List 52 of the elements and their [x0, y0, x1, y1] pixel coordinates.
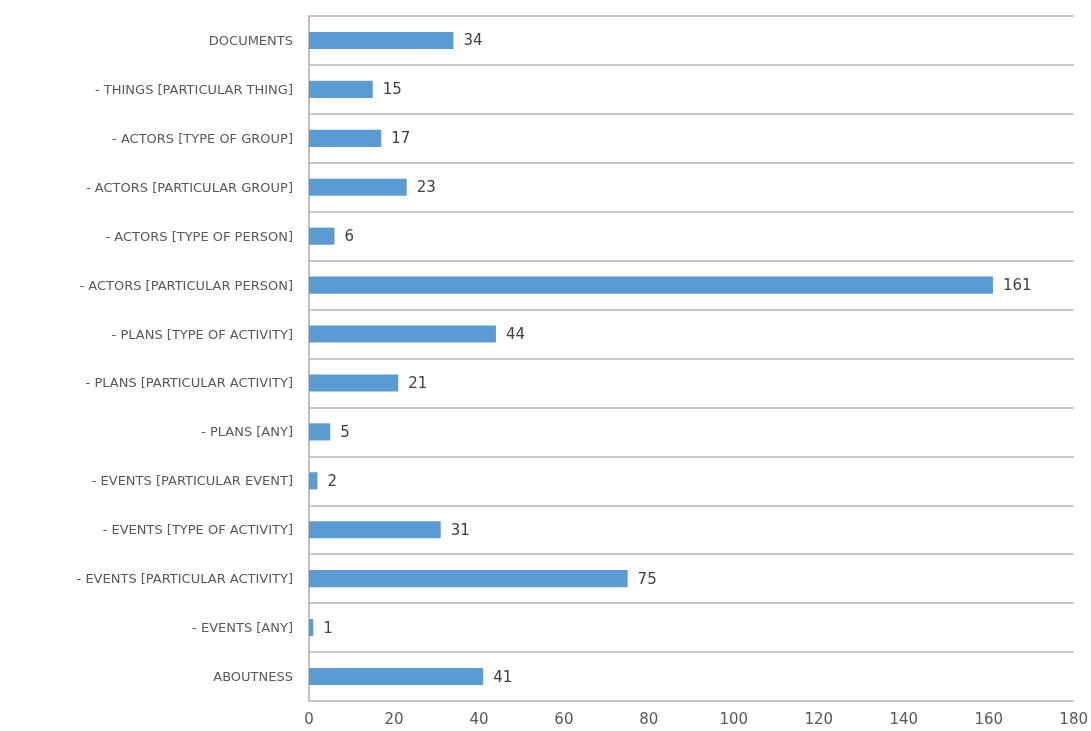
y-tick-label: - ACTORS [TYPE OF PERSON]: [105, 228, 293, 244]
data-label: 2: [327, 471, 338, 490]
bar: [309, 31, 454, 50]
bar: [309, 521, 441, 539]
bar: [309, 374, 399, 392]
data-label: 6: [344, 227, 355, 246]
bar: [309, 619, 314, 637]
data-label: 1: [323, 618, 333, 637]
x-tick-label: 160: [974, 709, 1004, 728]
y-tick-label: - EVENTS [PARTICULAR ACTIVITY]: [76, 571, 293, 587]
data-label: 34: [463, 31, 483, 50]
x-tick-label: 100: [719, 709, 749, 728]
y-tick-label: - THINGS [PARTICULAR THING]: [94, 81, 293, 97]
bar: [309, 80, 373, 98]
data-label: 161: [1002, 276, 1032, 295]
data-label: 21: [408, 373, 428, 392]
y-tick-label: - EVENTS [PARTICULAR EVENT]: [91, 473, 293, 489]
y-tick-label: - PLANS [ANY]: [201, 424, 293, 440]
bar: [309, 276, 993, 294]
x-tick-label: 60: [554, 709, 574, 728]
x-tick-label: 20: [384, 709, 404, 728]
bar: [309, 570, 628, 588]
x-tick-label: 80: [639, 709, 659, 728]
bar: [309, 325, 496, 343]
y-tick-label: - PLANS [PARTICULAR ACTIVITY]: [85, 375, 293, 391]
x-tick-label: 140: [889, 709, 919, 728]
x-tick-label: 120: [804, 709, 834, 728]
x-tick-label: 0: [304, 709, 314, 728]
y-tick-label: ABOUTNESS: [213, 669, 293, 685]
x-tick-label: 40: [469, 709, 489, 728]
data-label: 31: [450, 520, 470, 539]
data-label: 75: [637, 569, 657, 588]
y-tick-label: DOCUMENTS: [208, 32, 293, 48]
bar: [309, 129, 382, 147]
data-label: 41: [493, 667, 513, 686]
data-label: 44: [505, 325, 526, 344]
bar: [309, 472, 318, 490]
bar: [309, 667, 484, 686]
y-tick-label: - ACTORS [PARTICULAR GROUP]: [86, 179, 293, 195]
y-tick-label: - EVENTS [TYPE OF ACTIVITY]: [102, 522, 293, 538]
bar: [309, 227, 335, 245]
data-label: 15: [382, 80, 402, 99]
y-tick-label: - PLANS [TYPE OF ACTIVITY]: [111, 326, 293, 342]
y-tick-label: - ACTORS [TYPE OF GROUP]: [112, 130, 293, 146]
x-tick-label: 180: [1059, 709, 1089, 728]
bar: [309, 178, 407, 196]
bar: [309, 423, 331, 441]
y-tick-label: - EVENTS [ANY]: [192, 620, 293, 636]
y-tick-label: - ACTORS [PARTICULAR PERSON]: [79, 277, 293, 293]
data-label: 17: [391, 129, 411, 148]
data-label: 5: [340, 422, 350, 441]
data-label: 23: [416, 178, 436, 197]
